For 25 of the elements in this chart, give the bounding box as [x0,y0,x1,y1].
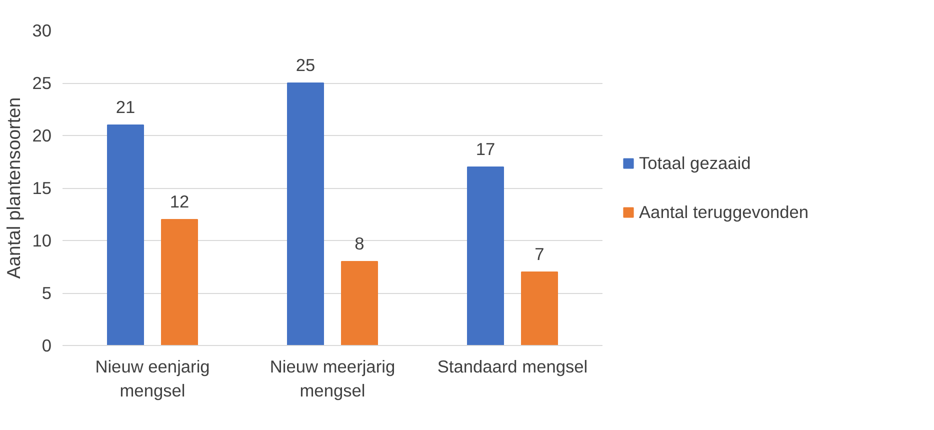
data-label: 17 [476,139,496,159]
data-label: 12 [170,192,190,212]
data-label: 7 [534,244,544,264]
bar [161,219,198,346]
bar [467,166,504,346]
y-tick-label: 20 [32,126,52,146]
x-tick-label: Nieuw meerjarig mengsel [270,356,396,400]
y-tick-label: 25 [32,73,52,93]
data-label: 25 [296,55,316,75]
data-label: 21 [116,97,136,117]
y-tick-label: 30 [32,20,52,40]
y-tick-label: 5 [42,283,52,303]
bar [287,82,324,346]
y-axis-title: Aantal plantensoorten [3,97,24,279]
bar [521,272,558,346]
y-tick-label: 10 [32,230,52,250]
legend-label: Aantal teruggevonden [639,202,810,222]
x-tick-label: Nieuw eenjarig mengsel [95,356,210,400]
bar [341,261,378,346]
x-tick-label: Standaard mengsel [437,356,588,376]
y-tick-label: 0 [42,336,52,356]
bar [107,124,144,346]
y-tick-label: 15 [32,178,52,198]
data-label: 8 [354,234,364,254]
legend-label: Totaal gezaaid [639,152,752,174]
